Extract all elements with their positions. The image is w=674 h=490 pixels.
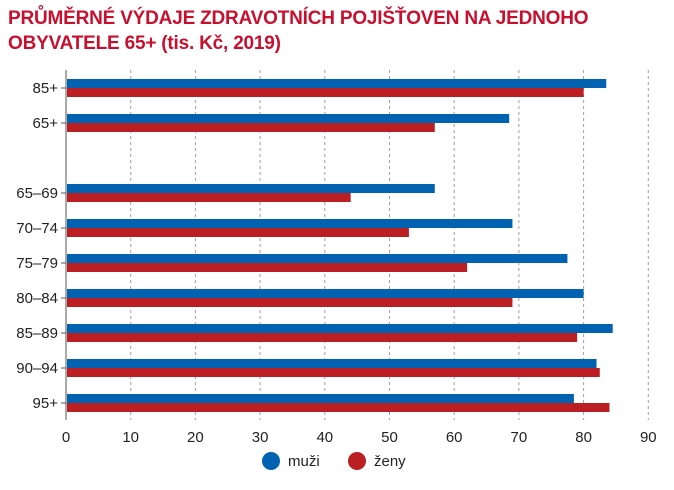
bar-chart: 0 10 20 30 40 50 60 70 80 90 85+ 65+ 65–69 70–74 75–79… bbox=[16, 70, 657, 446]
y-tick-label-65-69-3: 65–69 bbox=[16, 185, 58, 202]
y-tick-label-90-94-8: 90–94 bbox=[16, 360, 58, 377]
x-tick-label-10: 10 bbox=[122, 429, 139, 446]
y-tick-label-85-0: 85+ bbox=[33, 80, 59, 97]
x-tick-label-70: 70 bbox=[511, 429, 528, 446]
chart-title-line-2: OBYVATELE 65+ (tis. Kč, 2019) bbox=[8, 33, 281, 54]
y-tick-label-65-1: 65+ bbox=[33, 115, 59, 132]
bar-muzi-95-9 bbox=[67, 394, 574, 403]
y-tick-label-85-89-7: 85–89 bbox=[16, 325, 58, 342]
bar-muzi-90-94-8 bbox=[67, 359, 597, 368]
legend-label-muzi: muži bbox=[288, 452, 320, 470]
x-tick-label-60: 60 bbox=[446, 429, 463, 446]
x-tick-label-80: 80 bbox=[575, 429, 592, 446]
bar-zeny-85-89-7 bbox=[67, 333, 578, 342]
bar-zeny-90-94-8 bbox=[67, 368, 600, 377]
x-tick-label-20: 20 bbox=[187, 429, 204, 446]
legend-swatch-zeny bbox=[348, 452, 366, 470]
bar-muzi-65-1 bbox=[67, 114, 510, 123]
bar-zeny-65-1 bbox=[67, 123, 435, 132]
y-tick-label-80-84-6: 80–84 bbox=[16, 290, 58, 307]
legend-label-zeny: ženy bbox=[374, 452, 406, 470]
bar-muzi-85-0 bbox=[67, 79, 607, 88]
y-tick-label-75-79-5: 75–79 bbox=[16, 255, 58, 272]
y-tick-label-95-9: 95+ bbox=[33, 395, 59, 412]
bar-muzi-75-79-5 bbox=[67, 254, 568, 263]
x-tick-label-30: 30 bbox=[252, 429, 269, 446]
bar-muzi-80-84-6 bbox=[67, 289, 584, 298]
legend-swatch-muzi bbox=[262, 452, 280, 470]
bar-zeny-70-74-4 bbox=[67, 228, 409, 237]
legend: muži ženy bbox=[0, 452, 674, 476]
chart-title-line-1: PRŮMĚRNÉ VÝDAJE ZDRAVOTNÍCH POJIŠŤOVEN N… bbox=[8, 8, 589, 29]
bar-muzi-65-69-3 bbox=[67, 184, 435, 193]
bar-zeny-65-69-3 bbox=[67, 193, 351, 202]
y-tick-label-70-74-4: 70–74 bbox=[16, 220, 58, 237]
x-tick-label-40: 40 bbox=[316, 429, 333, 446]
x-tick-label-90: 90 bbox=[640, 429, 657, 446]
bar-zeny-85-0 bbox=[67, 88, 584, 97]
chart-title: PRŮMĚRNÉ VÝDAJE ZDRAVOTNÍCH POJIŠŤOVEN N… bbox=[8, 6, 668, 56]
bar-zeny-95-9 bbox=[67, 403, 610, 412]
x-tick-label-0: 0 bbox=[62, 429, 70, 446]
x-tick-label-50: 50 bbox=[381, 429, 398, 446]
legend-item-zeny: ženy bbox=[348, 452, 406, 470]
bar-zeny-80-84-6 bbox=[67, 298, 513, 307]
bar-muzi-70-74-4 bbox=[67, 219, 513, 228]
bar-zeny-75-79-5 bbox=[67, 263, 468, 272]
legend-item-muzi: muži bbox=[262, 452, 320, 470]
bar-muzi-85-89-7 bbox=[67, 324, 613, 333]
